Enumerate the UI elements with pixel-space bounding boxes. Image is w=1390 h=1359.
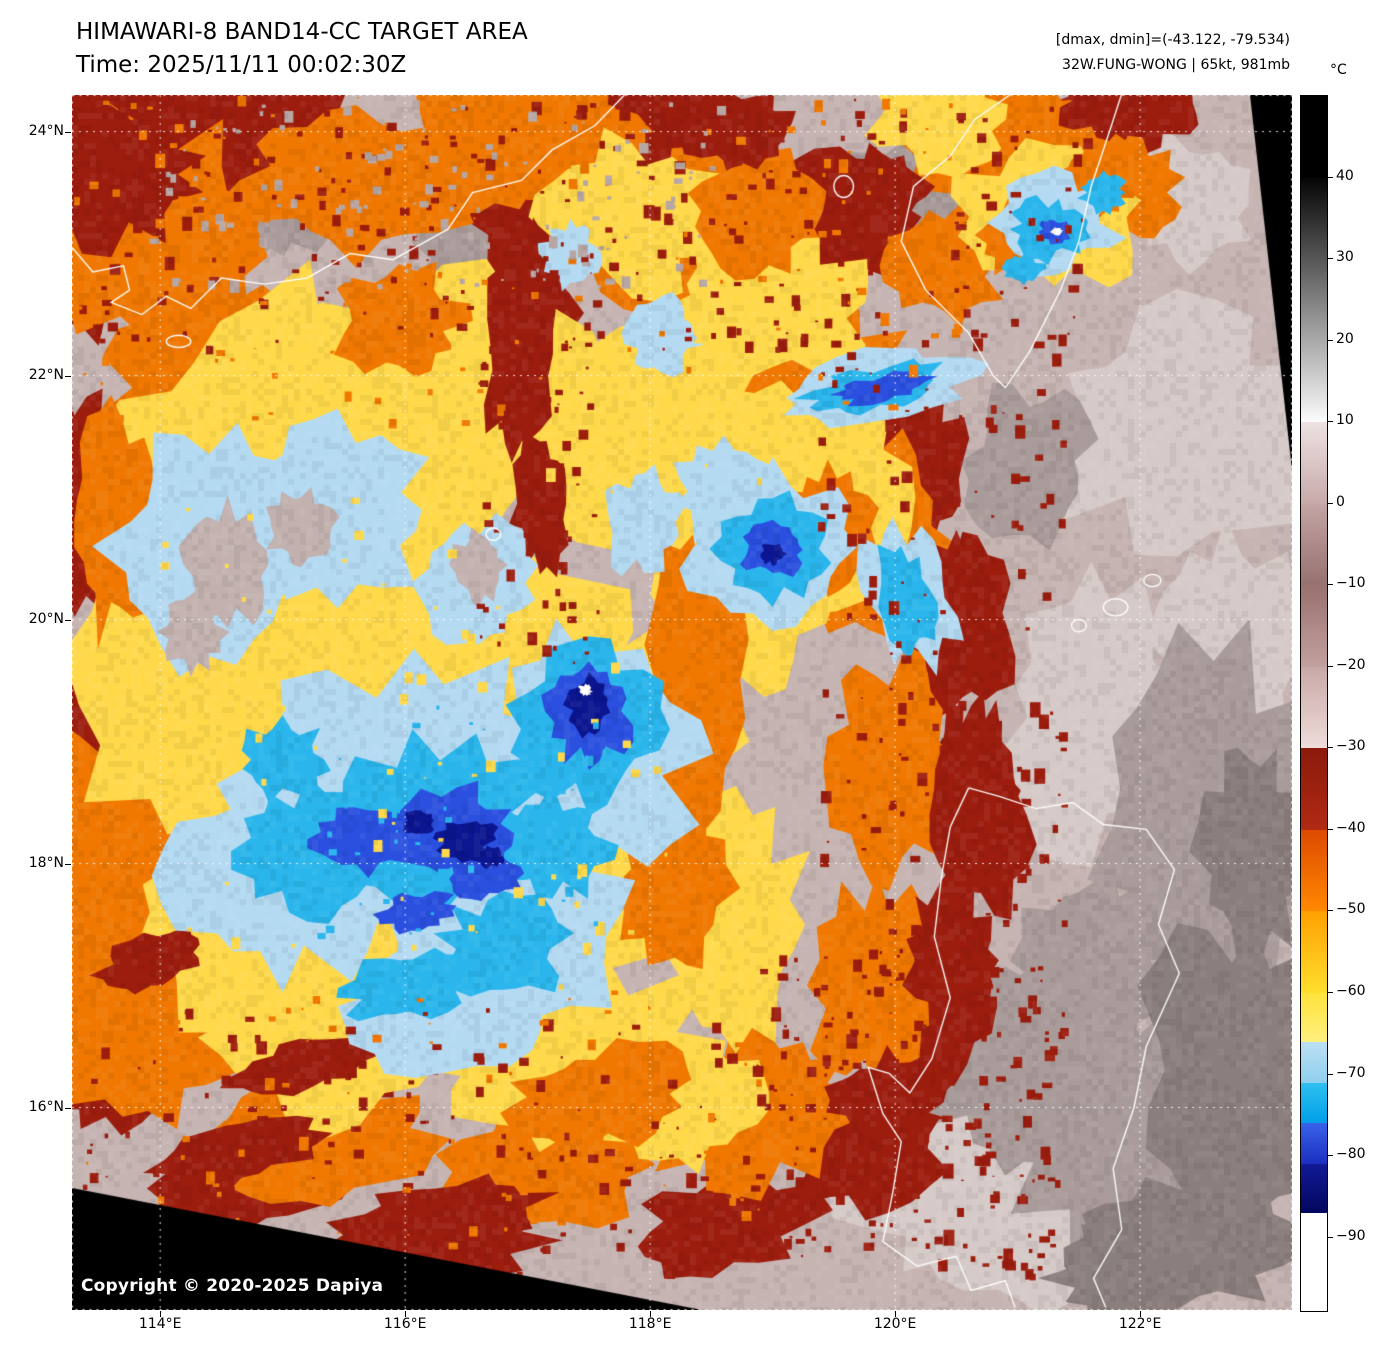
lat-tick-label: 24°N	[28, 122, 64, 139]
colorbar-tick-mark	[1327, 502, 1333, 504]
colorbar-tick-label: −40	[1336, 819, 1366, 836]
lon-tick-label: 118°E	[628, 1316, 672, 1332]
lon-tick-label: 120°E	[873, 1316, 917, 1332]
colorbar-segment	[1301, 503, 1327, 586]
colorbar-tick-mark	[1327, 1073, 1333, 1075]
colorbar-segment	[1301, 911, 1327, 993]
colorbar-tick-label: −80	[1336, 1146, 1366, 1163]
lon-tick-mark	[405, 1311, 407, 1317]
storm-info-annotation: 32W.FUNG-WONG | 65kt, 981mb	[1062, 56, 1290, 73]
colorbar-tick-label: −90	[1336, 1227, 1366, 1244]
colorbar-tick-label: 40	[1336, 167, 1354, 184]
colorbar-tick-mark	[1327, 1236, 1333, 1238]
colorbar-tick-mark	[1327, 421, 1333, 423]
colorbar-tick-mark	[1327, 584, 1333, 586]
colorbar-tick-mark	[1327, 258, 1333, 260]
colorbar-tick-label: 10	[1336, 412, 1354, 429]
colorbar-segment	[1301, 585, 1327, 667]
satellite-image-canvas	[72, 95, 1292, 1310]
map-area: Copyright © 2020-2025 Dapiya	[72, 95, 1292, 1310]
timestamp: Time: 2025/11/11 00:02:30Z	[76, 51, 407, 78]
colorbar-segment	[1301, 422, 1327, 504]
colorbar-segment	[1301, 666, 1327, 749]
colorbar-tick-label: −70	[1336, 1064, 1366, 1081]
lat-tick-mark	[65, 375, 71, 377]
annotations: [dmax, dmin]=(-43.122, -79.534) 32W.FUNG…	[1056, 28, 1290, 77]
colorbar-segment	[1301, 96, 1327, 178]
colorbar-tick-label: −50	[1336, 901, 1366, 918]
lat-tick-mark	[65, 131, 71, 133]
header: HIMAWARI-8 BAND14-CC TARGET AREA Time: 2…	[76, 16, 528, 81]
colorbar-segment	[1301, 1082, 1327, 1124]
dmax-dmin-annotation: [dmax, dmin]=(-43.122, -79.534)	[1055, 32, 1290, 48]
colorbar-tick-label: −60	[1336, 982, 1366, 999]
colorbar-tick-mark	[1327, 176, 1333, 178]
colorbar	[1300, 95, 1328, 1312]
colorbar-segment	[1301, 748, 1327, 830]
colorbar-tick-label: 20	[1336, 330, 1354, 347]
colorbar-segment	[1301, 992, 1327, 1042]
colorbar-segment	[1301, 177, 1327, 423]
colorbar-tick-label: −10	[1336, 575, 1366, 592]
copyright-text: Copyright © 2020-2025 Dapiya	[81, 1276, 384, 1296]
colorbar-tick-label: −20	[1336, 656, 1366, 673]
lat-tick-label: 20°N	[28, 610, 64, 627]
lon-tick-label: 114°E	[138, 1316, 182, 1332]
colorbar-segment	[1301, 1213, 1327, 1311]
lat-tick-label: 22°N	[28, 366, 64, 383]
lat-tick-label: 16°N	[28, 1098, 64, 1115]
colorbar-segment	[1301, 1123, 1327, 1165]
page-title: HIMAWARI-8 BAND14-CC TARGET AREA	[76, 19, 528, 45]
colorbar-tick-mark	[1327, 665, 1333, 667]
lon-tick-mark	[895, 1311, 897, 1317]
lat-tick-mark	[65, 619, 71, 621]
colorbar-tick-mark	[1327, 747, 1333, 749]
colorbar-tick-label: −30	[1336, 738, 1366, 755]
lat-tick-mark	[65, 863, 71, 865]
colorbar-tick-mark	[1327, 991, 1333, 993]
colorbar-tick-mark	[1327, 1155, 1333, 1157]
colorbar-tick-label: 0	[1336, 493, 1345, 510]
lat-tick-label: 18°N	[28, 854, 64, 871]
lon-tick-label: 116°E	[383, 1316, 427, 1332]
colorbar-segment	[1301, 1164, 1327, 1214]
lat-tick-mark	[65, 1107, 71, 1109]
lon-tick-mark	[160, 1311, 162, 1317]
colorbar-unit-label: °C	[1330, 62, 1347, 78]
colorbar-segment	[1301, 1041, 1327, 1083]
colorbar-tick-mark	[1327, 828, 1333, 830]
lon-tick-label: 122°E	[1118, 1316, 1162, 1332]
lon-tick-mark	[650, 1311, 652, 1317]
colorbar-tick-label: 30	[1336, 249, 1354, 266]
colorbar-tick-mark	[1327, 910, 1333, 912]
colorbar-segment	[1301, 829, 1327, 912]
lon-tick-mark	[1140, 1311, 1142, 1317]
colorbar-tick-mark	[1327, 339, 1333, 341]
